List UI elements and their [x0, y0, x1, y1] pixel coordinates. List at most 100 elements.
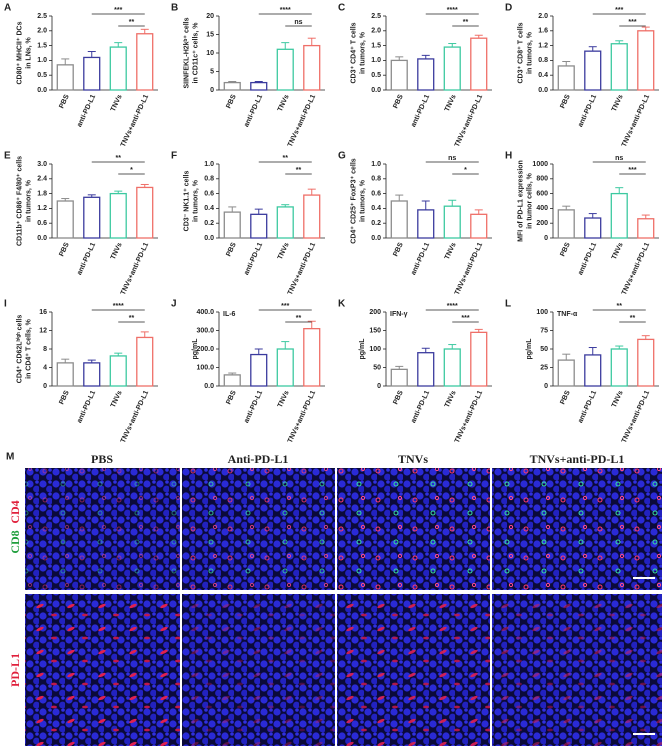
x-tick-label: anti-PD-L1: [410, 242, 431, 277]
bar: [303, 44, 321, 91]
x-tick-label: TNVs: [110, 94, 124, 113]
bar: [83, 196, 101, 239]
bar: [610, 43, 628, 91]
x-tick-label: TNVs+anti-PD-L1: [120, 94, 150, 149]
significance-label: ****: [280, 7, 291, 14]
y-tick-label: 1.2: [37, 205, 47, 212]
significance-label: ns: [615, 155, 623, 162]
y-tick-label: 400: [536, 205, 548, 212]
x-tick-label: anti-PD-L1: [577, 390, 598, 425]
row-label: CD4: [8, 500, 22, 523]
bar: [303, 194, 321, 239]
y-tick-label: 1.2: [538, 42, 548, 49]
panel-letter: B: [171, 3, 178, 14]
x-tick-label: PBS: [225, 93, 238, 109]
bar: [417, 352, 435, 387]
panel-letter: E: [4, 151, 11, 162]
x-tick-label: anti-PD-L1: [76, 390, 97, 425]
bar: [250, 353, 268, 387]
panel-letter: C: [338, 3, 345, 14]
y-tick-label: 0: [43, 383, 47, 390]
y-axis-label: CD3⁺ CD4⁺ T cells: [350, 22, 357, 83]
x-tick-label: PBS: [58, 93, 71, 109]
significance-label: *: [130, 167, 133, 174]
y-tick-label: 0.4: [204, 205, 214, 212]
y-tick-label: 0.0: [538, 87, 548, 94]
y-tick-label: 0.4: [538, 72, 548, 79]
y-tick-label: 200.0: [196, 346, 214, 353]
significance-label: ns: [294, 19, 302, 26]
bar: [637, 338, 655, 387]
bar: [390, 200, 408, 239]
bar: [250, 213, 268, 239]
x-tick-label: TNVs+anti-PD-L1: [454, 242, 484, 297]
y-tick-label: 16: [39, 309, 47, 316]
y-tick-label: 2.5: [37, 13, 47, 20]
y-tick-label: 8: [43, 346, 47, 353]
y-tick-label: 2.0: [371, 28, 381, 35]
significance-label: ****: [447, 7, 458, 14]
y-tick-label: 1.8: [37, 190, 47, 197]
bar: [56, 362, 74, 387]
x-tick-label: PBS: [392, 93, 405, 109]
column-header: PBS: [91, 452, 113, 466]
bar: [109, 355, 127, 387]
panel-letter: I: [4, 299, 7, 310]
x-tick-label: PBS: [58, 389, 71, 405]
significance-label: **: [283, 155, 289, 162]
y-axis-label: CD11b⁺ CD86⁺ F4/80⁺ cells: [16, 156, 23, 246]
bar: [56, 200, 74, 239]
stain-overlay: [25, 468, 180, 590]
bar: [276, 348, 294, 387]
column-header: TNVs+anti-PD-L1: [530, 452, 625, 466]
x-tick-label: PBS: [392, 389, 405, 405]
y-axis-label: MFI of PD-L1 expression: [517, 160, 524, 242]
y-tick-label: 0.0: [371, 235, 381, 242]
panel-letter: D: [505, 3, 512, 14]
x-tick-label: TNVs: [110, 242, 124, 261]
bar: [637, 30, 655, 91]
x-tick-label: TNVs: [444, 390, 458, 409]
panel-subtitle: IL-6: [223, 311, 236, 318]
x-tick-label: anti-PD-L1: [76, 242, 97, 277]
y-tick-label: 0.0: [37, 87, 47, 94]
y-tick-label: 5: [210, 68, 214, 75]
y-tick-label: 0: [210, 87, 214, 94]
bar: [276, 206, 294, 239]
bar: [470, 213, 488, 239]
significance-label: **: [463, 19, 469, 26]
x-tick-label: TNVs: [277, 242, 291, 261]
y-tick-label: 0.0: [204, 383, 214, 390]
x-tick-label: anti-PD-L1: [243, 390, 264, 425]
row-label: PD-L1: [8, 653, 22, 687]
y-tick-label: 0.0: [37, 235, 47, 242]
bar: [109, 46, 127, 91]
y-tick-label: 1.0: [204, 161, 214, 168]
y-tick-label: 300.0: [196, 327, 214, 334]
panel-letter: F: [171, 151, 177, 162]
bar: [557, 65, 575, 91]
y-tick-label: 2.4: [37, 176, 47, 183]
y-tick-label: 50: [373, 364, 381, 371]
bar: [83, 56, 101, 91]
y-tick-label: 0.6: [37, 220, 47, 227]
y-tick-label: 10: [206, 50, 214, 57]
bar: [417, 209, 435, 239]
significance-label: ****: [113, 303, 124, 310]
bar: [276, 48, 294, 91]
y-tick-label: 15: [206, 31, 214, 38]
bar: [443, 348, 461, 387]
panel-letter: L: [505, 299, 511, 310]
y-axis-label: in CD4⁺ T cells, %: [25, 318, 32, 378]
y-axis-label: CD80⁺ MHCII⁺ DCs: [16, 21, 23, 84]
x-tick-label: TNVs: [611, 94, 625, 113]
significance-label: **: [296, 167, 302, 174]
bar: [584, 217, 602, 239]
x-tick-label: TNVs+anti-PD-L1: [287, 94, 317, 149]
panel-subtitle: TNF-α: [557, 311, 578, 318]
y-tick-label: 25: [540, 364, 548, 371]
x-tick-label: TNVs: [611, 242, 625, 261]
bar: [610, 192, 628, 239]
column-header: Anti-PD-L1: [228, 452, 289, 466]
panel-letter: M: [6, 452, 14, 463]
